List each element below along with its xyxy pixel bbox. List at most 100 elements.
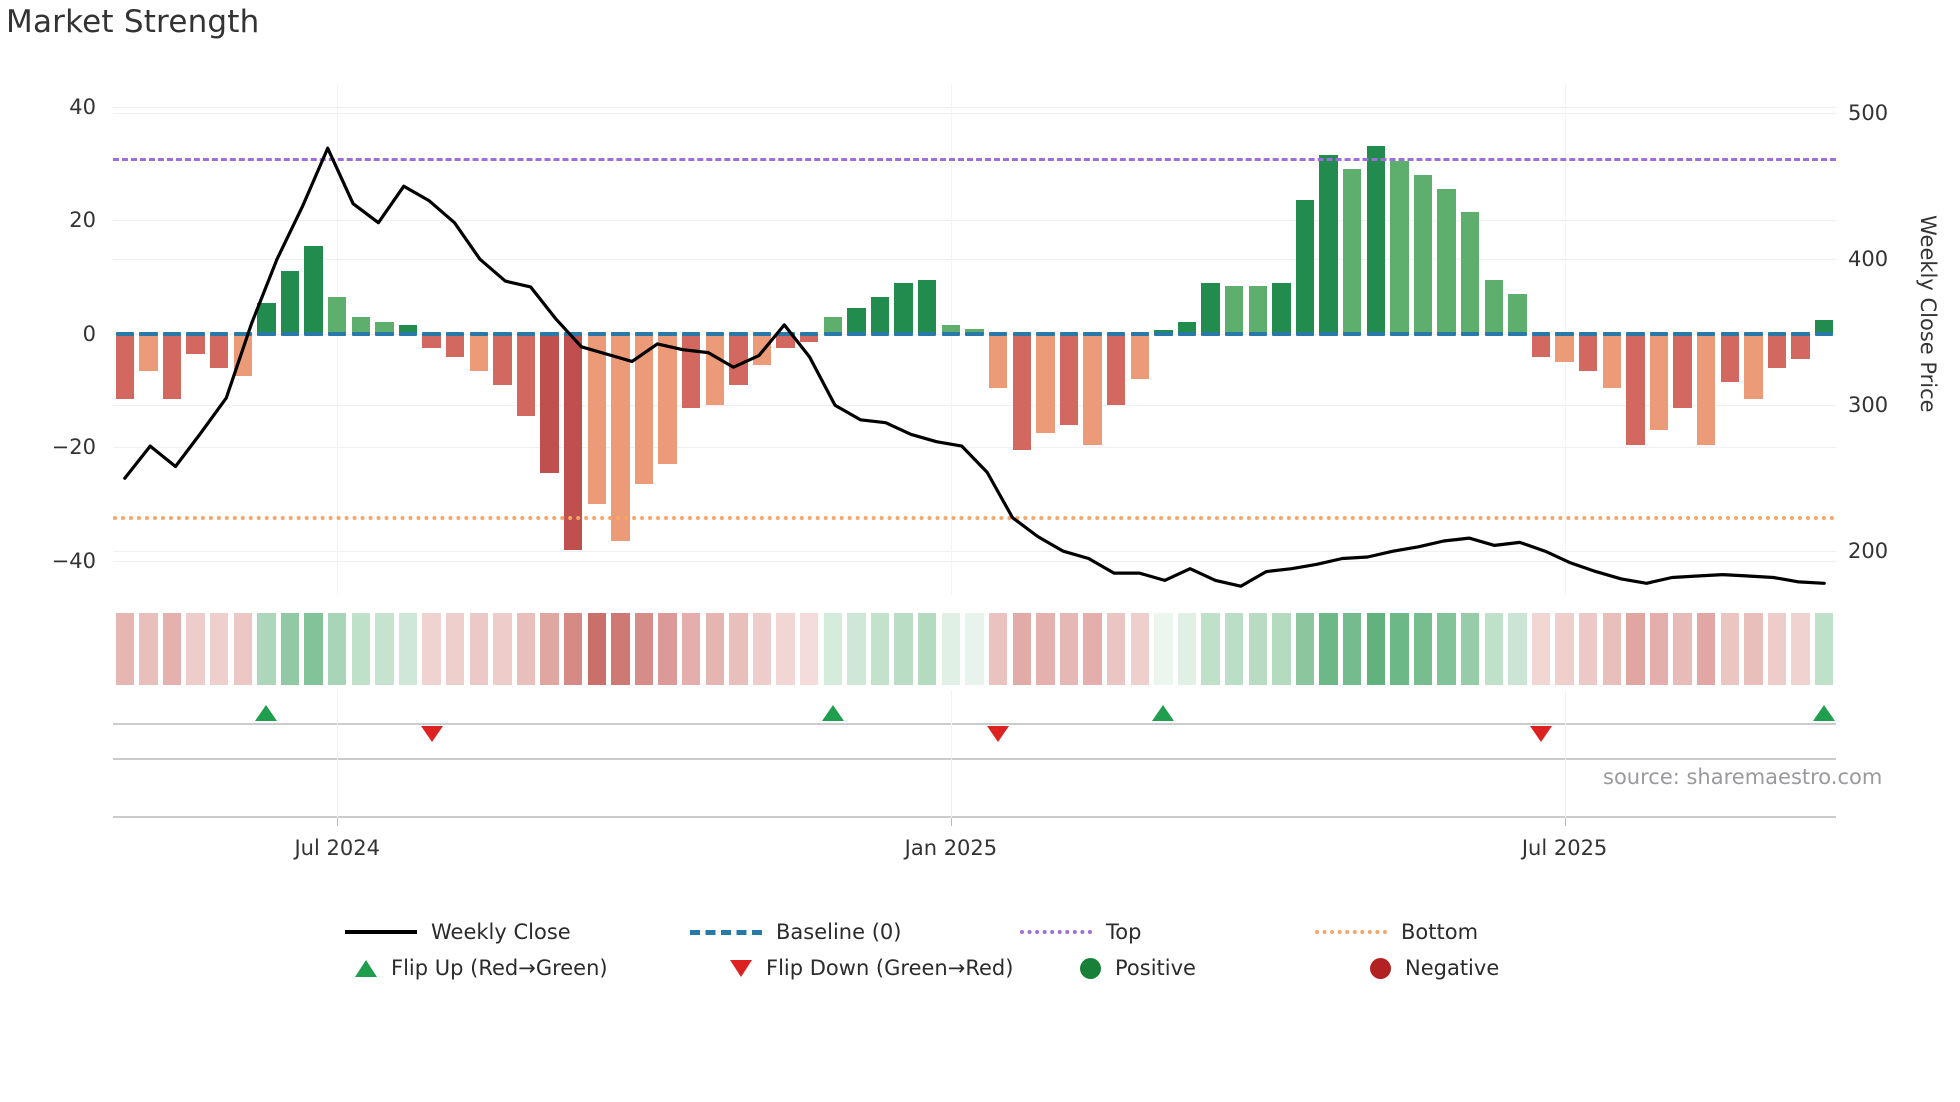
legend-item-flip-down[interactable]: Flip Down (Green→Red) bbox=[730, 956, 1080, 980]
bar bbox=[776, 333, 795, 348]
bar bbox=[1508, 294, 1527, 334]
y-tick-left: −40 bbox=[51, 548, 96, 573]
heat-cell bbox=[540, 613, 559, 685]
heat-cell bbox=[1295, 613, 1315, 685]
heat-cell bbox=[1602, 613, 1621, 685]
circle-icon bbox=[1370, 957, 1391, 979]
x-tick-label: Jul 2025 bbox=[1521, 836, 1608, 860]
baseline-dash bbox=[823, 331, 843, 336]
y-axis-right-label: Weekly Close Price bbox=[1916, 215, 1940, 413]
flip-marker-row bbox=[113, 690, 1836, 758]
heat-cell bbox=[1531, 613, 1551, 685]
bar bbox=[422, 333, 441, 348]
bar bbox=[1342, 169, 1362, 334]
baseline-dash bbox=[1531, 331, 1551, 336]
source-attribution: source: sharemaestro.com bbox=[1603, 765, 1883, 789]
bar bbox=[493, 333, 512, 385]
baseline-dash bbox=[516, 331, 536, 336]
gridline-h bbox=[113, 220, 1836, 222]
legend-item-positive[interactable]: Positive bbox=[1080, 956, 1370, 980]
heat-cell bbox=[1696, 613, 1716, 685]
legend-item-top[interactable]: Top bbox=[1020, 920, 1315, 944]
legend-glyph bbox=[690, 929, 762, 935]
baseline-dash bbox=[162, 331, 182, 336]
heat-cell bbox=[682, 613, 701, 685]
bar bbox=[1744, 333, 1763, 400]
heat-cell bbox=[398, 613, 418, 685]
bar bbox=[870, 296, 890, 334]
triangle-down-icon bbox=[730, 959, 752, 977]
gridline-v bbox=[1564, 758, 1566, 818]
heat-cell bbox=[941, 613, 961, 685]
bar bbox=[516, 333, 536, 417]
baseline-dash bbox=[493, 331, 512, 336]
y-tick-left: 20 bbox=[69, 208, 96, 233]
baseline-dash bbox=[894, 331, 913, 336]
legend-label: Top bbox=[1106, 920, 1142, 944]
legend-item-negative[interactable]: Negative bbox=[1370, 956, 1605, 980]
bar bbox=[1201, 282, 1220, 334]
flip-axis-line bbox=[113, 723, 1836, 725]
heat-cell bbox=[894, 613, 913, 685]
baseline-dash bbox=[1177, 331, 1197, 336]
bar bbox=[1248, 285, 1267, 334]
gridline-v bbox=[337, 758, 339, 818]
bar bbox=[1130, 333, 1149, 380]
baseline-dash bbox=[729, 331, 748, 336]
bar bbox=[540, 333, 559, 473]
heat-cell bbox=[422, 613, 441, 685]
baseline-dash bbox=[1791, 331, 1810, 336]
page-title: Market Strength bbox=[6, 4, 260, 40]
heat-cell bbox=[210, 613, 229, 685]
y-tick-left: −20 bbox=[51, 435, 96, 460]
legend-item-flip-up[interactable]: Flip Up (Red→Green) bbox=[355, 956, 730, 980]
bar bbox=[1673, 333, 1692, 408]
baseline-dash bbox=[847, 331, 866, 336]
baseline-dash bbox=[1578, 331, 1598, 336]
bar bbox=[705, 333, 725, 405]
baseline-dash bbox=[1224, 331, 1244, 336]
heat-cell bbox=[870, 613, 890, 685]
bar bbox=[280, 271, 300, 334]
heat-cell bbox=[304, 613, 323, 685]
gridline-h-right bbox=[113, 259, 1836, 261]
strength-heat-strip bbox=[113, 613, 1836, 685]
x-tick-mark bbox=[1564, 818, 1566, 826]
x-tick-label: Jan 2025 bbox=[904, 836, 998, 860]
bar bbox=[1366, 146, 1385, 334]
baseline-dash bbox=[1555, 331, 1574, 336]
legend-glyph bbox=[1315, 930, 1387, 934]
bar bbox=[1649, 333, 1669, 431]
x-axis: Jul 2024 Jan 2025 Jul 2025 bbox=[113, 818, 1836, 888]
legend-item-bottom[interactable]: Bottom bbox=[1315, 920, 1615, 944]
y-tick-left: 0 bbox=[82, 321, 96, 346]
gridline-h bbox=[113, 106, 1836, 108]
flip-down-marker bbox=[420, 726, 443, 742]
baseline-dash bbox=[587, 331, 607, 336]
legend-row-primary: Weekly Close Baseline (0) Top Bottom bbox=[0, 920, 1960, 944]
baseline-dash bbox=[233, 331, 253, 336]
bar bbox=[328, 296, 347, 334]
lower-panel bbox=[113, 758, 1836, 818]
heat-cell bbox=[446, 613, 465, 685]
legend-glyph bbox=[355, 959, 377, 977]
x-tick-label: Jul 2024 bbox=[294, 836, 380, 860]
baseline-dash bbox=[870, 331, 890, 336]
gridline-h bbox=[113, 560, 1836, 562]
baseline-dash bbox=[469, 331, 489, 336]
legend-item-baseline[interactable]: Baseline (0) bbox=[690, 920, 1020, 944]
baseline-dash bbox=[446, 331, 465, 336]
heat-cell bbox=[375, 613, 394, 685]
heat-cell bbox=[1272, 613, 1291, 685]
bar bbox=[587, 333, 607, 505]
heat-cell bbox=[1154, 613, 1173, 685]
baseline-dash bbox=[375, 331, 394, 336]
bar bbox=[446, 333, 465, 357]
legend-item-weekly-close[interactable]: Weekly Close bbox=[345, 920, 690, 944]
heat-cell bbox=[1484, 613, 1503, 685]
flip-up-marker bbox=[1152, 705, 1175, 721]
gridline-v bbox=[950, 758, 952, 818]
heat-cell bbox=[988, 613, 1008, 685]
bar bbox=[1012, 333, 1031, 451]
flip-down-marker bbox=[1529, 726, 1552, 742]
